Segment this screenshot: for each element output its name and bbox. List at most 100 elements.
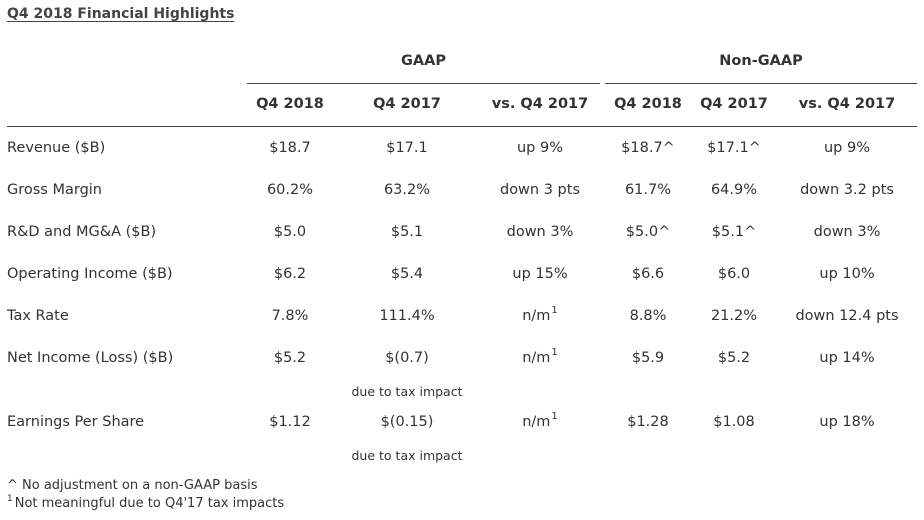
cell-value: $17.1 (386, 140, 428, 156)
table-cell: 60.2% (225, 182, 355, 198)
table-cell: $18.7 (225, 140, 355, 156)
cell-value: n/m (522, 350, 551, 366)
cell-value: 111.4% (379, 308, 435, 324)
cell-value: down 3% (813, 224, 881, 240)
table-cell: 63.2% (342, 182, 472, 198)
row-label: Gross Margin (7, 182, 102, 198)
table-cell: $1.28 (583, 414, 713, 430)
cell-value: $(0.15) (380, 414, 434, 430)
cell-value: 21.2% (710, 308, 758, 324)
cell-value: down 3.2 pts (800, 182, 894, 198)
table-cell: up 9% (782, 140, 912, 156)
cell-value: up 10% (819, 266, 875, 282)
table-cell: $1.12 (225, 414, 355, 430)
footnote-marker: 1 (551, 347, 558, 358)
cell-value: $5.4 (390, 266, 424, 282)
cell-value: $5.1^ (711, 224, 757, 240)
cell-value: $(0.7) (385, 350, 429, 366)
table-cell: n/m1 (475, 411, 605, 430)
table-cell: $5.0 (225, 224, 355, 240)
cell-value: $5.9 (631, 350, 665, 366)
cell-value: $1.08 (713, 414, 755, 430)
table-cell: n/m1 (475, 305, 605, 324)
table-cell: 64.9% (669, 182, 799, 198)
footnote-marker: 1 (551, 305, 558, 316)
cell-value: n/m (522, 414, 551, 430)
cell-value: down 3% (506, 224, 574, 240)
group-header-gaap: GAAP (401, 53, 446, 69)
table-cell: down 3.2 pts (782, 182, 912, 198)
table-cell: down 12.4 pts (782, 308, 912, 324)
cell-value: up 9% (516, 140, 563, 156)
cell-value: $6.6 (631, 266, 665, 282)
cell-value: up 9% (823, 140, 870, 156)
group-underline (247, 83, 600, 84)
column-header: vs. Q4 2017 (491, 96, 589, 112)
cell-value: $18.7 (269, 140, 311, 156)
cell-value: $5.0 (273, 224, 307, 240)
footnote-text: Not meaningful due to Q4'17 tax impacts (14, 496, 285, 511)
table-cell: $5.2 (225, 350, 355, 366)
cell-note: due to tax impact (351, 448, 463, 463)
table-cell: 111.4% (342, 308, 472, 324)
row-label: Earnings Per Share (7, 414, 145, 430)
footnote-marker: 1 (551, 411, 558, 422)
cell-value: $18.7^ (621, 140, 675, 156)
table-cell: down 3% (782, 224, 912, 240)
column-header: Q4 2017 (700, 96, 768, 112)
cell-value: $5.2 (273, 350, 307, 366)
cell-value: 7.8% (271, 308, 309, 324)
cell-value: down 3 pts (499, 182, 580, 198)
cell-value: 61.7% (624, 182, 672, 198)
column-header: vs. Q4 2017 (798, 96, 896, 112)
cell-value: $17.1^ (707, 140, 761, 156)
table-cell: $6.0 (669, 266, 799, 282)
row-label: Tax Rate (7, 308, 69, 324)
table-cell: 7.8% (225, 308, 355, 324)
cell-value: 8.8% (629, 308, 667, 324)
cell-value: up 15% (512, 266, 568, 282)
table-cell: $17.1^ (669, 140, 799, 156)
table-cell: $(0.15) (342, 414, 472, 430)
table-cell: $5.1^ (669, 224, 799, 240)
column-header: Q4 2018 (614, 96, 682, 112)
cell-value: down 12.4 pts (795, 308, 899, 324)
table-cell: down 3 pts (475, 182, 605, 198)
row-label: Revenue ($B) (7, 140, 106, 156)
table-cell: up 15% (475, 266, 605, 282)
table-cell: up 9% (475, 140, 605, 156)
table-cell: $5.4 (342, 266, 472, 282)
column-header: Q4 2017 (373, 96, 441, 112)
table-cell: 21.2% (669, 308, 799, 324)
table-cell: n/m1 (475, 347, 605, 366)
page-title: Q4 2018 Financial Highlights (7, 6, 235, 22)
column-header: Q4 2018 (256, 96, 324, 112)
cell-value: n/m (522, 308, 551, 324)
table-cell: up 14% (782, 350, 912, 366)
row-label: Net Income (Loss) ($B) (7, 350, 174, 366)
footnote: ^ No adjustment on a non-GAAP basis (7, 478, 258, 493)
cell-value: $6.2 (273, 266, 307, 282)
cell-value: $5.2 (717, 350, 751, 366)
cell-value: $5.1 (390, 224, 424, 240)
group-underline (605, 83, 917, 84)
cell-value: $5.0^ (625, 224, 671, 240)
footnote-marker: 1 (7, 494, 13, 504)
table-cell: up 18% (782, 414, 912, 430)
cell-value: 63.2% (383, 182, 431, 198)
table-cell: $6.6 (583, 266, 713, 282)
table-cell: 61.7% (583, 182, 713, 198)
table-cell: $5.0^ (583, 224, 713, 240)
cell-note: due to tax impact (351, 384, 463, 399)
table-cell: $17.1 (342, 140, 472, 156)
table-cell: $1.08 (669, 414, 799, 430)
table-cell: up 10% (782, 266, 912, 282)
table-cell: $6.2 (225, 266, 355, 282)
cell-value: 60.2% (266, 182, 314, 198)
table-cell: down 3% (475, 224, 605, 240)
table-cell: $5.2 (669, 350, 799, 366)
footnote: 1 Not meaningful due to Q4'17 tax impacts (7, 494, 285, 511)
cell-value: up 18% (819, 414, 875, 430)
cell-value: $1.12 (269, 414, 311, 430)
cell-value: up 14% (819, 350, 875, 366)
